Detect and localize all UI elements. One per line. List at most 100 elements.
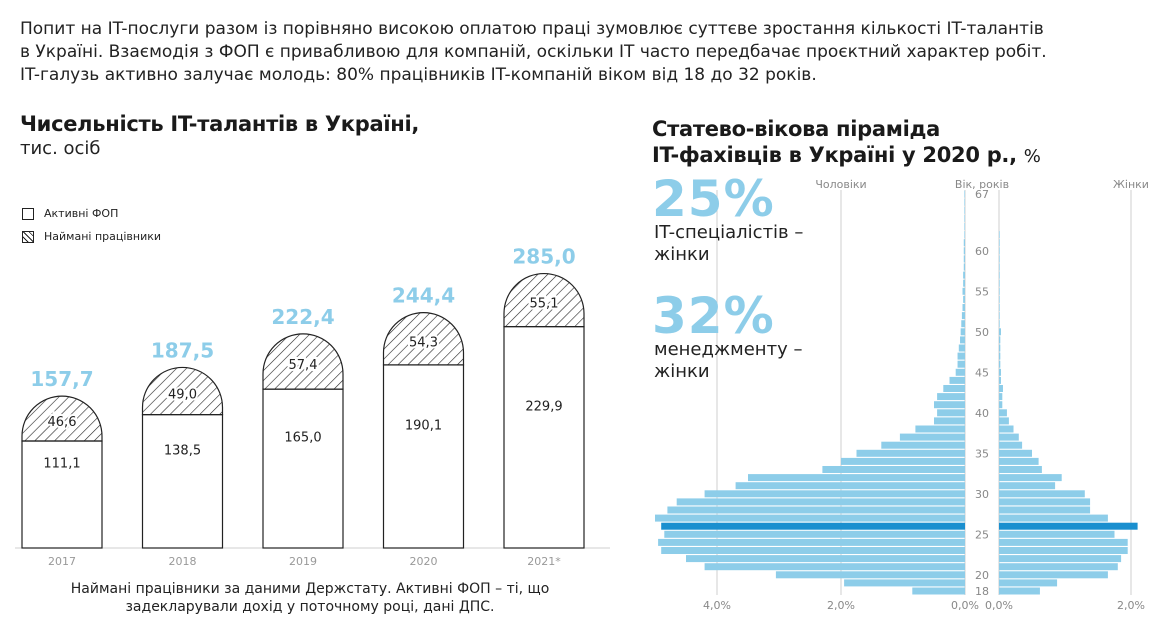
male-bar — [658, 538, 965, 546]
employees-value-label: 49,0 — [168, 387, 197, 402]
fop-value-label: 165,0 — [284, 431, 321, 446]
bar-segment-fop — [382, 364, 465, 549]
pyramid-title-line: Статево-вікова піраміда — [652, 117, 941, 141]
female-bar — [999, 287, 1000, 295]
male-bar — [937, 393, 965, 401]
female-bar — [999, 312, 1000, 320]
female-bar — [999, 336, 1001, 344]
caption-line: жінки — [654, 361, 710, 382]
male-bar — [655, 514, 965, 522]
total-value-label: 157,7 — [30, 367, 93, 391]
female-bar — [999, 425, 1014, 433]
legend-swatch-plain — [22, 207, 34, 220]
caption-line: менеджменту – — [654, 339, 803, 360]
male-bar — [961, 312, 965, 320]
male-bar — [661, 522, 965, 530]
male-bar — [962, 304, 965, 311]
age-tick-label: 67 — [975, 188, 989, 201]
male-bar — [961, 320, 965, 328]
stat-women-management-value: 32% — [652, 287, 775, 345]
male-bar — [957, 360, 965, 368]
bar-chart-title: Чисельність IT-талантів в Україні, — [20, 112, 420, 136]
female-bar — [999, 320, 1000, 328]
total-value-label: 222,4 — [271, 305, 334, 329]
legend-item-employees: Наймані працівники — [22, 230, 161, 243]
male-bar — [957, 352, 965, 360]
bar-segment-fop — [503, 326, 585, 549]
male-bar — [822, 466, 965, 473]
male-bar — [934, 401, 965, 409]
stat-women-management-caption: менеджменту – жінки — [654, 339, 802, 383]
caption-line: жінки — [654, 244, 710, 265]
bar-segment-employees — [503, 272, 585, 328]
age-tick-label: 35 — [975, 447, 989, 460]
stat-women-it-caption: IT-спеціалістів – жінки — [654, 222, 803, 266]
male-bar — [881, 441, 965, 449]
employees-value-label: 46,6 — [48, 415, 77, 430]
male-bar — [912, 587, 965, 595]
female-bar — [999, 571, 1108, 579]
female-bar — [999, 449, 1032, 457]
legend-label: Активні ФОП — [44, 207, 119, 220]
male-bar — [937, 409, 965, 417]
male-bar — [915, 425, 965, 433]
age-tick-label: 55 — [975, 285, 989, 298]
female-bar — [999, 433, 1019, 441]
age-tick-label: 50 — [975, 326, 989, 339]
x-tick-label: 2,0% — [827, 599, 855, 612]
male-bar — [704, 490, 965, 498]
female-bar — [999, 279, 1000, 287]
male-bar — [963, 247, 965, 255]
stat-women-it-value: 25% — [652, 170, 775, 228]
pyramid-title-line: IT-фахівців в Україні у 2020 р., — [652, 143, 1017, 167]
pyramid-title: Статево-вікова піраміда IT-фахівців в Ук… — [652, 116, 1041, 170]
total-value-label: 244,4 — [392, 284, 455, 308]
male-axis-label: Чоловіки — [815, 178, 866, 191]
female-bar — [999, 255, 1000, 263]
female-bar — [999, 457, 1039, 465]
female-bar — [999, 328, 1001, 336]
fop-value-label: 111,1 — [43, 457, 80, 472]
female-bar — [999, 555, 1122, 563]
bar-segment-fop — [21, 440, 103, 549]
intro-text: Попит на IT-послуги разом із порівняно в… — [20, 18, 1140, 87]
bar-segment-employees — [21, 395, 103, 442]
employees-value-label: 54,3 — [409, 335, 438, 350]
male-bar — [949, 376, 965, 384]
bar-segment-fop — [262, 388, 344, 549]
x-tick-label: 0,0% — [951, 599, 979, 612]
male-bar — [735, 482, 965, 490]
female-bar — [999, 506, 1091, 514]
male-bar — [960, 328, 965, 336]
male-bar — [686, 555, 965, 563]
female-bar — [999, 368, 1001, 376]
pyramid-title-unit: % — [1023, 146, 1041, 167]
age-tick-label: 20 — [975, 569, 989, 582]
male-bar — [963, 295, 965, 303]
female-bar — [999, 263, 1000, 271]
male-bar — [958, 344, 965, 352]
footnote-line: задекларували дохід у поточному році, да… — [125, 599, 495, 615]
female-bar — [999, 587, 1040, 595]
male-bar — [963, 263, 965, 271]
female-bar — [999, 522, 1138, 530]
female-bar — [999, 530, 1115, 538]
intro-line: в Україні. Взаємодія з ФОП є привабливою… — [20, 42, 1047, 62]
female-bar — [999, 498, 1091, 506]
employees-value-label: 55,1 — [530, 297, 559, 312]
age-tick-label: 60 — [975, 245, 989, 258]
female-bar — [999, 344, 1001, 352]
male-bar — [963, 279, 965, 287]
male-bar — [856, 449, 965, 457]
female-bar — [999, 563, 1118, 571]
bar-segment-employees — [141, 366, 224, 416]
fop-value-label: 138,5 — [164, 443, 201, 458]
legend-item-fop: Активні ФОП — [22, 207, 118, 220]
legend-label: Наймані працівники — [44, 230, 162, 243]
male-bar — [963, 239, 965, 247]
x-tick-label: 2017 — [48, 555, 76, 568]
male-bar — [963, 271, 965, 279]
female-bar — [999, 239, 1000, 247]
male-bar — [964, 231, 965, 239]
male-bar — [844, 579, 965, 587]
